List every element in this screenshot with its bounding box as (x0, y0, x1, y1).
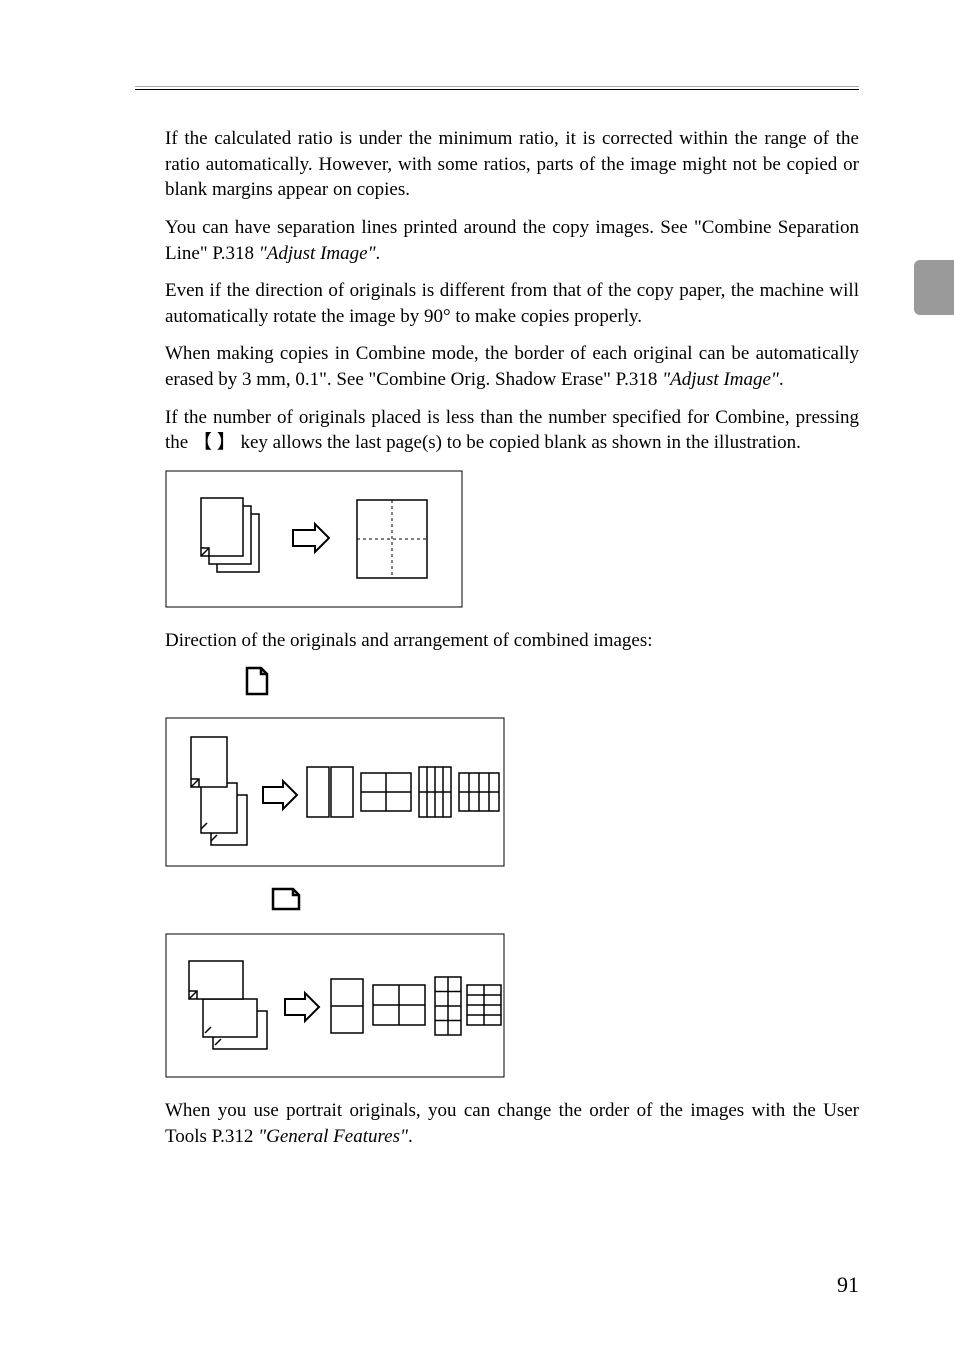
bullet-1-text: If the calculated ratio is under the min… (165, 128, 859, 200)
footer-note-b: "General Features" (258, 1126, 408, 1147)
header-hairline (135, 86, 859, 87)
bullet-6-text: Direction of the originals and arrangeme… (165, 630, 653, 651)
bullet-4-text-c: . (779, 369, 784, 390)
bullet-4-text-b: "Adjust Image" (662, 369, 779, 390)
figure-blank-combine (165, 470, 859, 608)
bullet-5-text: If the number of originals placed is les… (165, 407, 859, 454)
footer-note: When you use portrait originals, you can… (165, 1098, 859, 1149)
bullet-2: You can have separation lines printed ar… (165, 215, 859, 266)
page-number: 91 (837, 1272, 859, 1298)
footer-note-c: . (408, 1126, 413, 1147)
bullet-3-text: Even if the direction of originals is di… (165, 280, 859, 327)
chapter-side-tab (914, 260, 954, 315)
bullet-4: When making copies in Combine mode, the … (165, 341, 859, 392)
bullet-6: Direction of the originals and arrangeme… (165, 628, 859, 654)
landscape-orientation-icon (271, 887, 859, 919)
bullet-2-text-c: . (376, 243, 381, 264)
header-rule (135, 50, 859, 90)
bullet-3: Even if the direction of originals is di… (165, 278, 859, 329)
bullet-2-text-b: "Adjust Image" (259, 243, 376, 264)
bullet-5: If the number of originals placed is les… (165, 405, 859, 456)
figure-portrait-combine (165, 717, 859, 867)
page-content: If the calculated ratio is under the min… (165, 126, 859, 1149)
figure-landscape-combine (165, 933, 859, 1078)
bullet-1: If the calculated ratio is under the min… (165, 126, 859, 203)
portrait-orientation-icon (245, 666, 859, 704)
